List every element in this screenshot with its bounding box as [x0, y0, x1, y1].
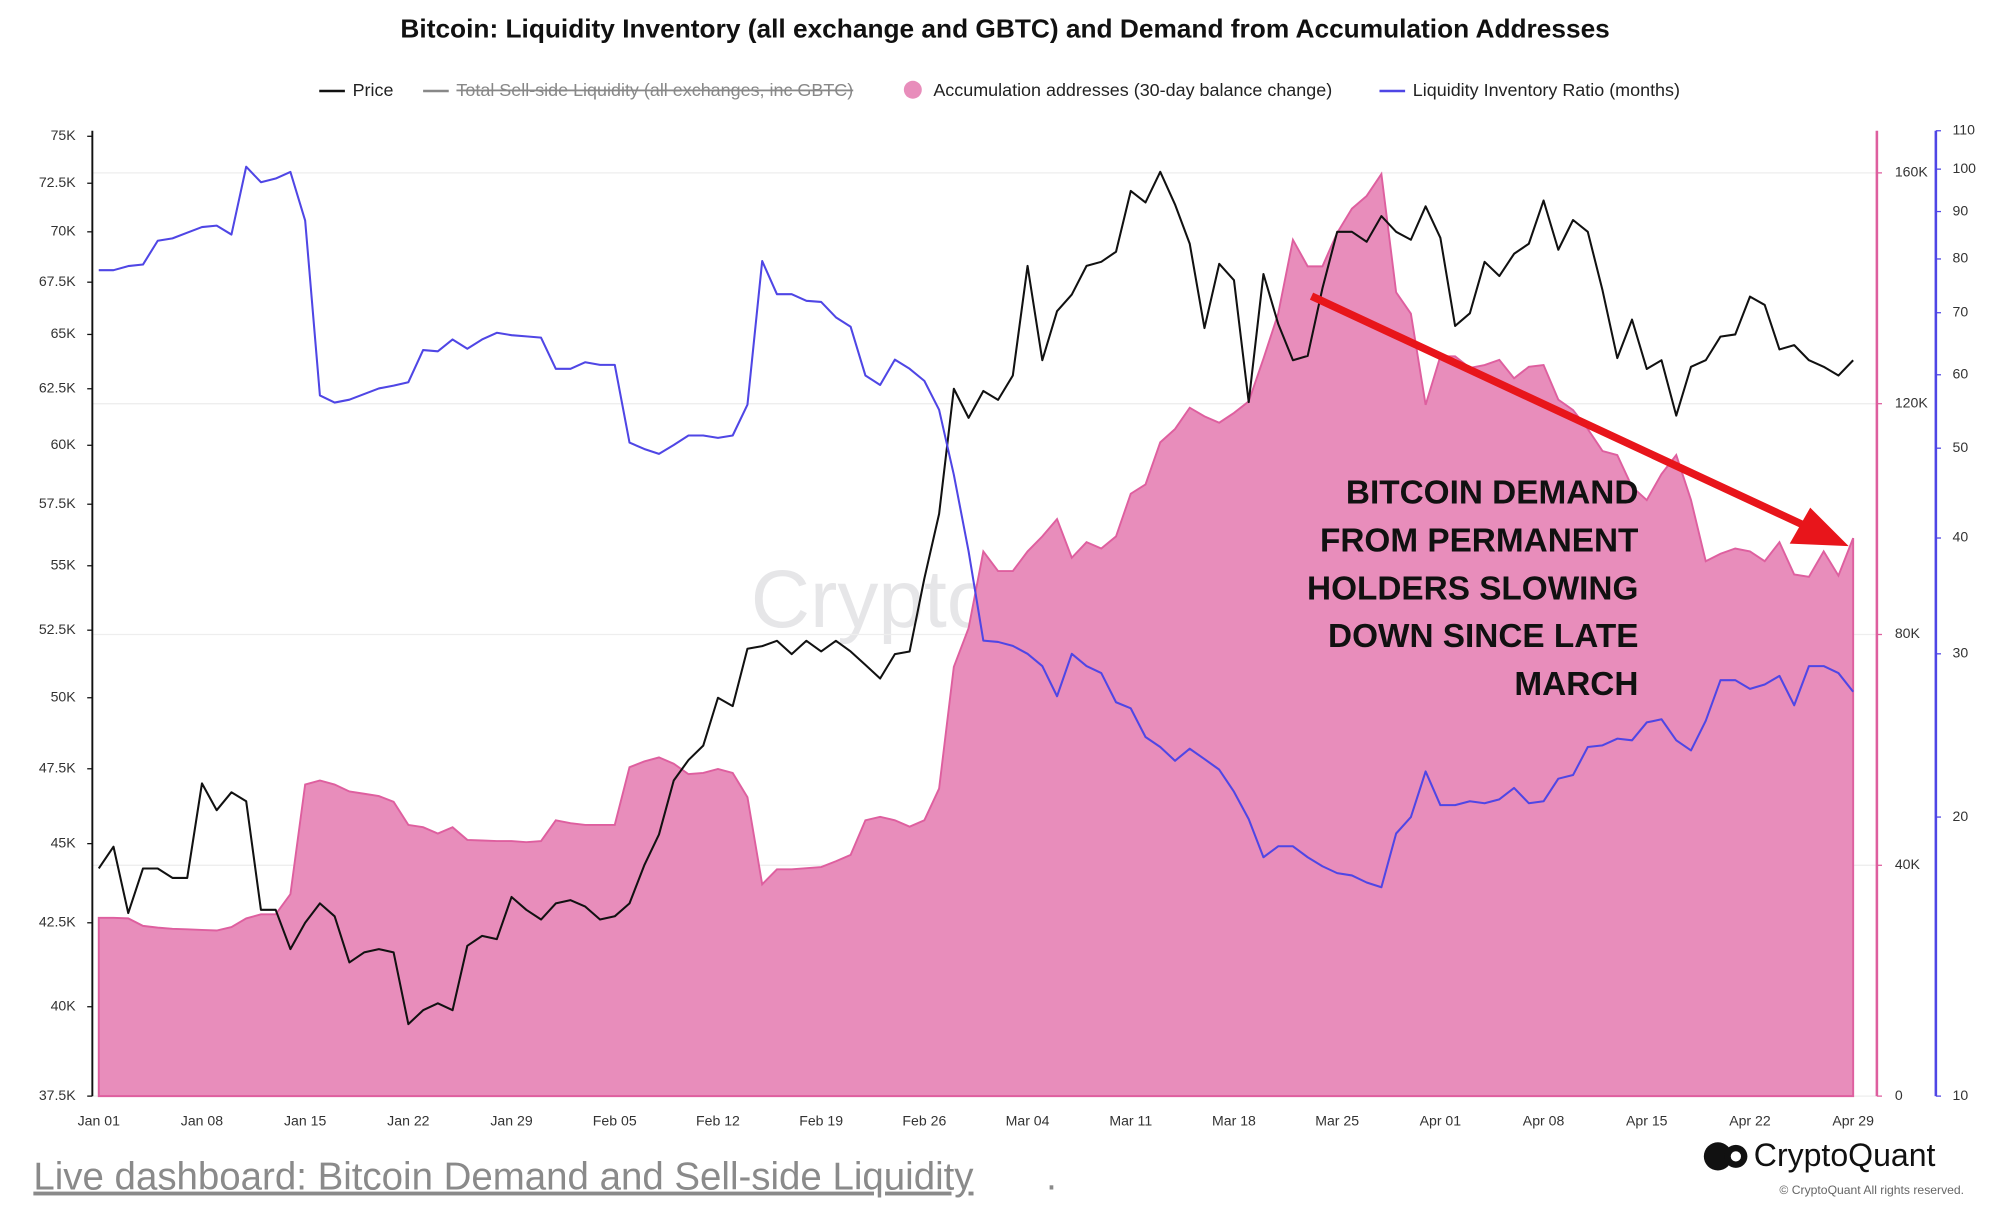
y-tick-label: 55K [51, 556, 77, 572]
y3-tick-label: 100 [1953, 160, 1977, 176]
chart-title: Bitcoin: Liquidity Inventory (all exchan… [400, 14, 1609, 44]
logo-mark [1703, 1142, 1733, 1171]
y3-tick-label: 40 [1953, 529, 1969, 545]
y2-tick-label: 0 [1895, 1087, 1903, 1103]
y-tick-label: 42.5K [39, 914, 76, 930]
annotation-line: MARCH [1514, 666, 1638, 703]
y-tick-label: 75K [51, 127, 77, 143]
annotation: BITCOIN DEMAND FROM PERMANENT HOLDERS SLOW… [1307, 475, 1638, 703]
annotation-line: HOLDERS SLOWING [1307, 570, 1638, 607]
x-tick-label: Mar 04 [1006, 1112, 1050, 1128]
x-tick-label: Jan 08 [181, 1112, 223, 1128]
x-tick-label: Feb 12 [696, 1112, 740, 1128]
y3-tick-label: 110 [1953, 121, 1976, 137]
plot-area: 37.5K 40K 42.5K 45K 47.5K 50K 52.5K 55K 57.5K 60K… [39, 121, 1976, 1128]
x-tick-label: Apr 29 [1832, 1112, 1874, 1128]
punctuation: . [1046, 1156, 1057, 1199]
x-tick-label: Mar 18 [1212, 1112, 1256, 1128]
y-tick-label: 50K [51, 688, 77, 704]
brand-name: CryptoQuant [1754, 1137, 1936, 1173]
y-tick-label: 47.5K [39, 759, 76, 775]
y-tick-label: 72.5K [39, 174, 76, 190]
y3-tick-label: 20 [1953, 808, 1969, 824]
y2-tick-label: 160K [1895, 164, 1929, 180]
annotation-arrowhead [1789, 507, 1849, 547]
y3-tick-label: 30 [1953, 645, 1969, 661]
x-tick-label: Jan 01 [78, 1112, 120, 1128]
x-tick-label: Mar 25 [1315, 1112, 1359, 1128]
annotation-arrow [1309, 292, 1812, 532]
y3-tick-label: 70 [1953, 303, 1969, 319]
line [97, 170, 1854, 1026]
line [98, 165, 1854, 889]
x-tick-label: Jan 22 [387, 1112, 429, 1128]
legend-label: Total Sell-side Liquidity (all exchanges… [456, 80, 853, 100]
legend-label: Liquidity Inventory Ratio (months) [1413, 80, 1680, 100]
copyright: © CryptoQuant All rights reserved. [1779, 1183, 1964, 1197]
y-tick-label: 45K [51, 834, 77, 850]
x-tick-label: Feb 26 [902, 1112, 946, 1128]
y-tick-label: 67.5K [39, 273, 76, 289]
y-tick-label: 62.5K [39, 379, 76, 395]
annotation-line: DOWN SINCE LATE [1328, 618, 1638, 655]
y-tick-label: 70K [51, 223, 77, 239]
x-tick-label: Jan 29 [490, 1112, 532, 1128]
y3-tick-label: 50 [1953, 439, 1969, 455]
area [97, 171, 1855, 1098]
x-tick-label: Feb 05 [593, 1112, 637, 1128]
y-tick-label: 65K [51, 325, 77, 341]
y-tick-label: 57.5K [39, 495, 76, 511]
legend-label: Accumulation addresses (30-day balance c… [933, 80, 1332, 100]
x-tick-label: Apr 08 [1523, 1112, 1565, 1128]
x-tick-label: Jan 15 [284, 1112, 326, 1128]
y-tick-label: 37.5K [39, 1087, 76, 1103]
annotation-line: FROM PERMANENT [1320, 522, 1638, 559]
y3-tick-label: 60 [1953, 366, 1969, 382]
y2-tick-label: 40K [1895, 856, 1921, 872]
y-tick-label: 52.5K [39, 621, 76, 637]
brand-logo [1703, 1142, 1748, 1171]
y3-tick-label: 10 [1953, 1087, 1969, 1103]
dashboard-link[interactable]: Live dashboard: Bitcoin Demand and Sell-… [33, 1156, 974, 1199]
y-tick-label: 60K [51, 436, 77, 452]
y3-tick-label: 80 [1953, 250, 1969, 266]
x-tick-label: Mar 11 [1109, 1112, 1152, 1128]
y-tick-label: 40K [51, 997, 77, 1013]
y2-tick-label: 120K [1895, 394, 1929, 410]
logo-mark [1730, 1151, 1741, 1162]
x-tick-label: Feb 19 [799, 1112, 843, 1128]
legend-label: Price [353, 80, 394, 100]
x-tick-label: Apr 15 [1626, 1112, 1668, 1128]
y3-tick-label: 90 [1953, 202, 1969, 218]
legend-marker [903, 80, 922, 99]
x-tick-label: Apr 22 [1729, 1112, 1771, 1128]
y2-tick-label: 80K [1895, 625, 1921, 641]
x-tick-label: Apr 01 [1420, 1112, 1462, 1128]
annotation-line: BITCOIN DEMAND [1346, 475, 1639, 512]
